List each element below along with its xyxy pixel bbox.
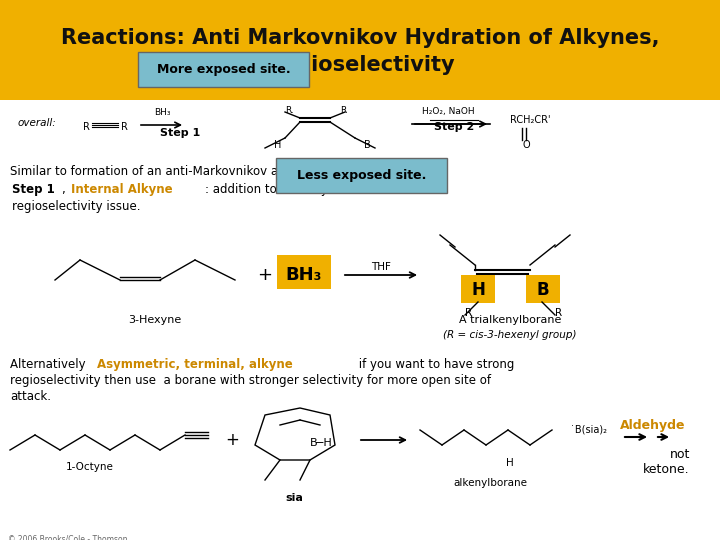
Text: overall:: overall:: [18, 118, 57, 128]
Text: BH₃: BH₃: [286, 266, 322, 284]
Text: H: H: [506, 458, 514, 468]
Text: Aldehyde: Aldehyde: [619, 419, 685, 432]
Text: sia: sia: [285, 493, 303, 503]
Text: regioselectivity issue.: regioselectivity issue.: [12, 200, 140, 213]
Text: Reactions: Anti Markovnikov Hydration of Alkynes,: Reactions: Anti Markovnikov Hydration of…: [60, 28, 660, 48]
Text: Internal Alkyne: Internal Alkyne: [71, 183, 173, 196]
Text: regioselectivity then use  a borane with stronger selectivity for more open site: regioselectivity then use a borane with …: [10, 374, 491, 387]
Text: Regioselectivity: Regioselectivity: [266, 55, 454, 75]
Text: R: R: [83, 122, 90, 132]
Text: R: R: [555, 308, 562, 318]
FancyBboxPatch shape: [138, 51, 309, 87]
Text: 3-Hexyne: 3-Hexyne: [128, 315, 181, 325]
Text: (R = cis-3-hexenyl group): (R = cis-3-hexenyl group): [444, 330, 577, 340]
FancyBboxPatch shape: [526, 275, 560, 303]
Text: R: R: [465, 308, 472, 318]
Text: alkenylborane: alkenylborane: [453, 478, 527, 488]
Bar: [0, 0, 720, 100]
Text: O: O: [522, 140, 530, 150]
Text: +: +: [258, 266, 272, 284]
Text: Alternatively: Alternatively: [10, 358, 89, 371]
Text: H₂O₂, NaOH: H₂O₂, NaOH: [422, 107, 474, 116]
Text: B: B: [364, 140, 370, 150]
Text: Asymmetric, terminal, alkyne: Asymmetric, terminal, alkyne: [97, 358, 293, 371]
FancyBboxPatch shape: [277, 255, 331, 289]
Text: R: R: [340, 106, 346, 115]
Text: not
ketone.: not ketone.: [644, 448, 690, 476]
FancyBboxPatch shape: [461, 275, 495, 303]
Text: 1-Octyne: 1-Octyne: [66, 462, 114, 472]
Text: Step 2: Step 2: [434, 122, 474, 132]
Text: B─H: B─H: [310, 438, 333, 448]
Text: ˙B(sia)₂: ˙B(sia)₂: [570, 425, 607, 435]
Text: H: H: [471, 281, 485, 299]
Text: if you want to have strong: if you want to have strong: [355, 358, 514, 371]
Text: Similar to formation of an anti-Markovnikov alcohol from an alkene: Similar to formation of an anti-Markovni…: [10, 165, 405, 178]
Text: Step 1: Step 1: [12, 183, 55, 196]
Text: R: R: [121, 122, 128, 132]
Text: +: +: [225, 431, 239, 449]
Text: Less exposed site.: Less exposed site.: [297, 170, 426, 183]
Text: BH₃: BH₃: [154, 108, 170, 117]
Text: A trialkenylborane: A trialkenylborane: [459, 315, 561, 325]
Text: © 2006 Brooks/Cole - Thomson: © 2006 Brooks/Cole - Thomson: [8, 535, 127, 540]
Text: R.: R.: [285, 106, 294, 115]
Text: attack.: attack.: [10, 390, 51, 403]
Text: : addition to the alkyne with little or no: : addition to the alkyne with little or …: [205, 183, 436, 196]
Text: H: H: [274, 140, 282, 150]
Text: B: B: [536, 281, 549, 299]
Text: THF: THF: [371, 262, 391, 272]
Text: More exposed site.: More exposed site.: [157, 63, 290, 76]
Text: ,: ,: [62, 183, 70, 196]
FancyBboxPatch shape: [276, 158, 447, 193]
Text: RCH₂CR': RCH₂CR': [510, 115, 551, 125]
Text: Step 1: Step 1: [160, 128, 200, 138]
